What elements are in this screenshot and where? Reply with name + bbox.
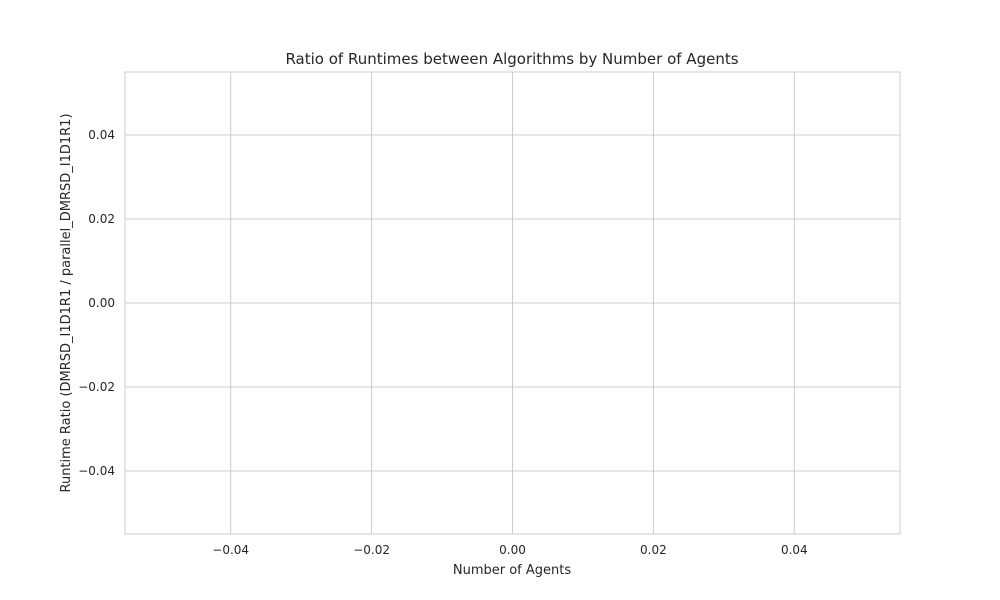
y-tick-label: 0.02 <box>88 212 115 226</box>
y-axis-label: Runtime Ratio (DMRSD_I1D1R1 / parallel_D… <box>59 113 74 492</box>
y-tick-label: 0.04 <box>88 128 115 142</box>
chart-title: Ratio of Runtimes between Algorithms by … <box>285 50 738 68</box>
x-tick-label: 0.04 <box>781 543 808 557</box>
plot-area-frame <box>124 71 901 535</box>
x-tick-label: −0.04 <box>212 543 249 557</box>
x-tick-labels: −0.04 −0.02 0.00 0.02 0.04 <box>212 543 807 557</box>
x-tick-label: 0.00 <box>499 543 526 557</box>
x-tick-label: −0.02 <box>353 543 390 557</box>
x-axis-label: Number of Agents <box>453 563 571 578</box>
y-tick-labels: −0.04 −0.02 0.00 0.02 0.04 <box>78 128 115 478</box>
y-tick-label: 0.00 <box>88 296 115 310</box>
grid-lines <box>125 72 900 534</box>
x-tick-label: 0.02 <box>640 543 667 557</box>
y-tick-label: −0.04 <box>78 464 115 478</box>
y-tick-label: −0.02 <box>78 380 115 394</box>
